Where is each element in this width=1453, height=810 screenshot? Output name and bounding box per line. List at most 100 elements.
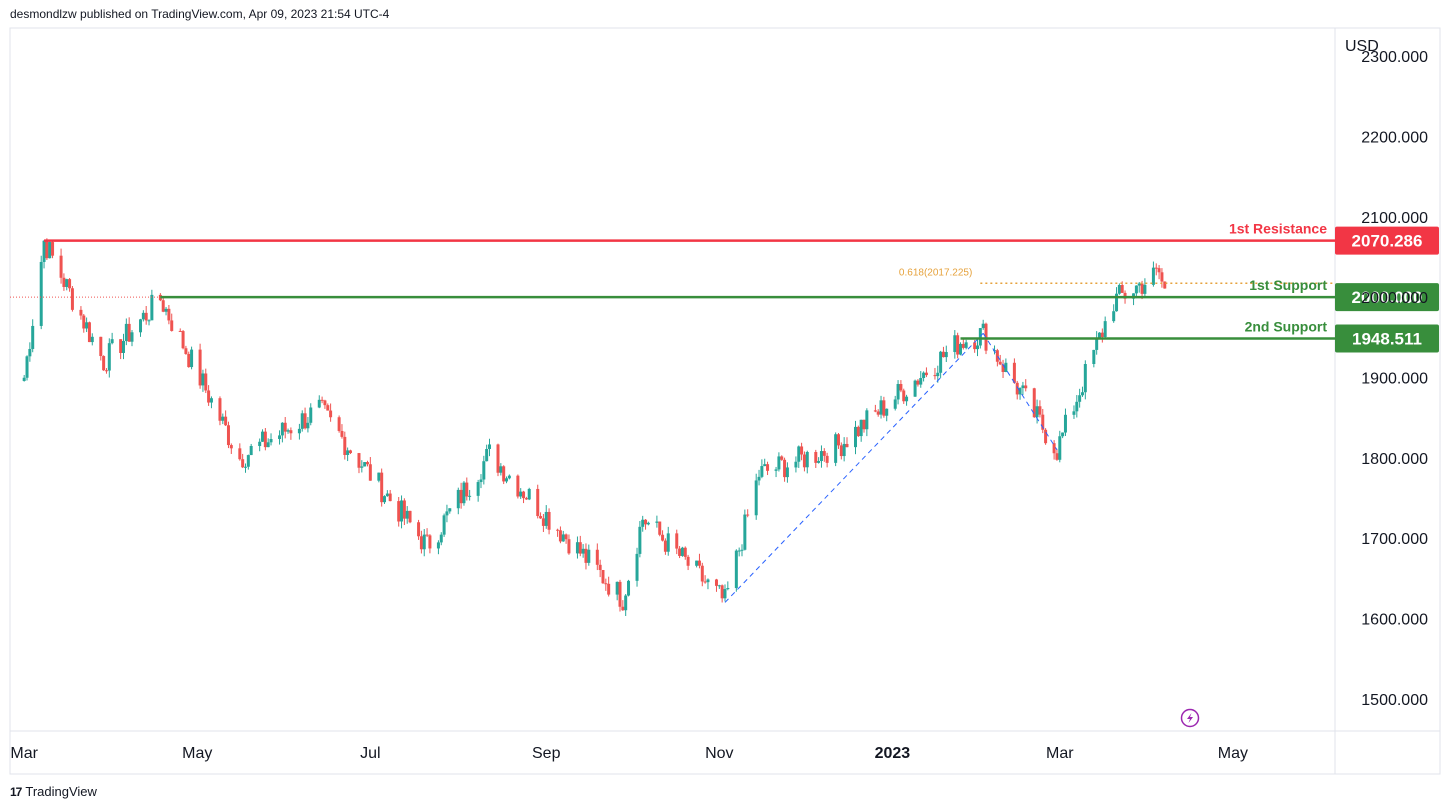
candle-body: [933, 375, 937, 377]
candle-body: [556, 529, 560, 531]
candle-body: [766, 464, 770, 471]
candle-body: [1098, 332, 1102, 338]
publisher-caption: desmondlzw published on TradingView.com,…: [10, 7, 390, 21]
candle-body: [269, 439, 273, 443]
candle-body: [638, 526, 642, 554]
candle-body: [90, 336, 94, 343]
candle-body: [139, 319, 143, 333]
candle-body: [170, 320, 174, 331]
flash-icon[interactable]: [1180, 708, 1200, 728]
level-price-label: 2070.286: [1352, 232, 1423, 251]
candle-body: [794, 461, 798, 468]
candle-body: [834, 434, 838, 463]
level-price-label: 1948.511: [1352, 330, 1422, 349]
candle-body: [587, 549, 591, 563]
candle-body: [624, 595, 628, 611]
price-axis[interactable]: 1500.000 1600.000 1700.000 1800.000 1900.000…: [1361, 49, 1428, 709]
candle-body: [144, 312, 148, 321]
candle-body: [621, 606, 625, 611]
candle-body: [442, 515, 446, 535]
x-tick-label: May: [1218, 745, 1248, 762]
candle-body: [601, 570, 605, 584]
candle-body: [263, 431, 267, 448]
candle-body: [1038, 406, 1042, 415]
y-tick-label: 2300.000: [1361, 49, 1428, 66]
candle-body: [913, 380, 917, 397]
candle-body: [110, 339, 114, 344]
candle-body: [618, 581, 622, 607]
candle-body: [425, 534, 429, 536]
candle-body: [686, 556, 690, 566]
candle-body: [1021, 385, 1025, 389]
candle-body: [482, 461, 486, 480]
candle-body: [1078, 395, 1082, 402]
candle-body: [258, 441, 262, 447]
candle-body: [635, 553, 639, 581]
candle-body: [697, 560, 701, 566]
candle-body: [598, 564, 602, 571]
candle-body: [1137, 283, 1141, 286]
candle-body: [218, 398, 222, 421]
candle-body: [956, 335, 960, 355]
candle-body: [147, 320, 151, 322]
candle-body: [365, 462, 369, 465]
candle-body: [317, 399, 321, 408]
candle-body: [187, 353, 191, 368]
candle-body: [865, 410, 869, 430]
candle-body: [541, 518, 545, 526]
candle-body: [59, 255, 63, 278]
candle-body: [476, 482, 480, 496]
candle-body: [102, 356, 106, 371]
candle-body: [164, 308, 168, 312]
candle-body: [383, 496, 387, 503]
candle-body: [578, 542, 582, 554]
candle-body: [663, 540, 667, 552]
candle-body: [309, 407, 313, 423]
candle-body: [1018, 388, 1022, 395]
candle-body: [1032, 388, 1036, 418]
candle-body: [785, 467, 789, 478]
candle-body: [1140, 283, 1144, 294]
candle-body: [62, 277, 66, 287]
candle-body: [658, 521, 662, 535]
candle-body: [680, 547, 684, 556]
candle-body: [82, 315, 86, 329]
y-tick-label: 1600.000: [1361, 612, 1428, 629]
candle-body: [595, 549, 599, 565]
candle-body: [337, 417, 341, 431]
candle-body: [1058, 436, 1062, 460]
candle-body: [516, 475, 520, 497]
candle-body: [357, 453, 361, 468]
time-axis[interactable]: Mar May Jul Sep Nov 2023 Mar May: [10, 745, 1248, 762]
candle-body: [360, 466, 364, 468]
candle-body: [346, 450, 350, 455]
candle-body: [924, 372, 928, 376]
candle-body: [536, 488, 540, 517]
candle-body: [876, 411, 880, 415]
x-tick-label: Jul: [360, 745, 380, 762]
candle-body: [201, 373, 205, 386]
candle-body: [462, 482, 466, 504]
fib-label: 0.618(2017.225): [899, 267, 972, 278]
candle-body: [31, 325, 35, 349]
candle-body: [419, 536, 423, 550]
candle-body: [119, 339, 123, 353]
candle-body: [1154, 267, 1158, 269]
candle-body: [184, 348, 188, 354]
candle-body: [774, 469, 778, 471]
candle-body: [397, 501, 401, 522]
candle-body: [859, 419, 863, 437]
candle-body: [224, 416, 228, 426]
candle-body: [899, 384, 903, 391]
y-tick-label: 2100.000: [1361, 210, 1428, 227]
candle-body: [323, 400, 327, 406]
x-tick-label: Mar: [1046, 745, 1074, 762]
candle-body: [121, 341, 125, 353]
candle-body: [854, 426, 858, 448]
candle-body: [754, 480, 758, 516]
footer-brand[interactable]: 17 TradingView: [10, 784, 97, 799]
candle-body: [675, 533, 679, 549]
candle-body: [70, 288, 74, 310]
candle-body: [1055, 453, 1059, 460]
